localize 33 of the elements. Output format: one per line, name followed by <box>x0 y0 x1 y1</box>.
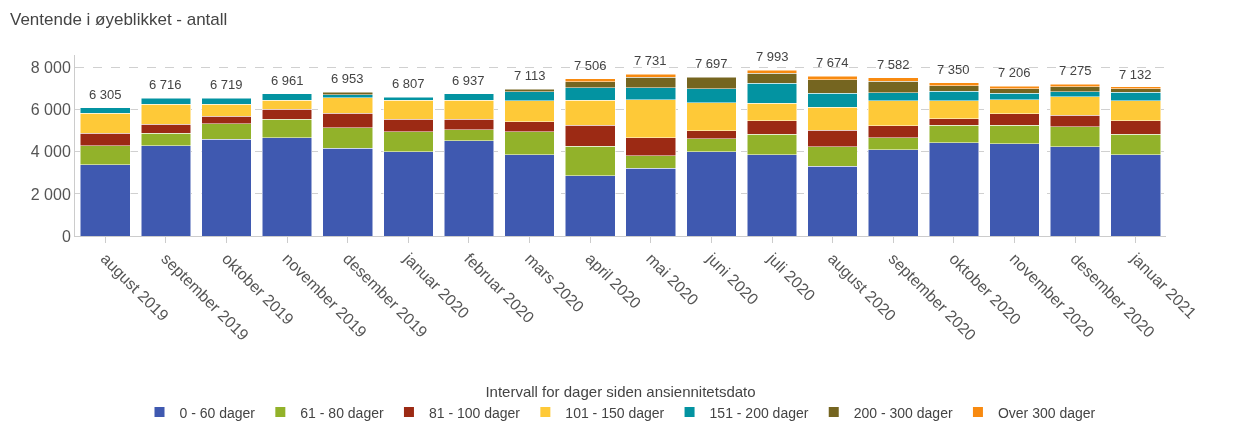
annotation: 6 937 <box>452 73 485 88</box>
legend-label: 81 - 100 dager <box>428 404 521 421</box>
chart-title: Ventende i øyeblikket - antall <box>10 9 228 29</box>
legend-title: Intervall for dager siden ansiennitetsdato <box>485 382 756 400</box>
annotation: 6 807 <box>392 76 425 91</box>
annotation: 7 350 <box>937 62 970 77</box>
y-tick-label: 4 000 <box>30 143 71 161</box>
y-tick-label: 8 000 <box>30 59 71 77</box>
annotation: 6 719 <box>210 77 243 92</box>
annotation: 6 953 <box>331 71 364 86</box>
y-tick-label: 0 <box>61 227 71 245</box>
y-tick-label: 6 000 <box>30 101 71 119</box>
annotation: 7 113 <box>514 68 546 83</box>
legend-label: 200 - 300 dager <box>853 404 953 421</box>
annotation: 7 731 <box>634 53 667 68</box>
annotation: 7 993 <box>756 49 789 64</box>
legend-label: 61 - 80 dager <box>300 404 384 421</box>
annotation: 6 305 <box>89 87 122 102</box>
legend-label: 101 - 150 dager <box>565 404 665 421</box>
annotation: 7 697 <box>695 56 728 71</box>
legend-label: 0 - 60 dager <box>179 404 256 421</box>
annotation: 7 275 <box>1059 63 1092 78</box>
annotation: 7 582 <box>877 57 910 72</box>
legend-label: Over 300 dager <box>997 404 1096 421</box>
annotation: 6 716 <box>149 77 182 92</box>
bar <box>1049 84 1101 88</box>
annotation: 7 506 <box>574 58 607 73</box>
annotation: 7 206 <box>998 65 1031 80</box>
legend-label: 151 - 200 dager <box>709 404 809 421</box>
annotation: 7 132 <box>1119 67 1152 82</box>
annotation: 6 961 <box>271 73 304 88</box>
annotation: 7 674 <box>816 55 849 70</box>
y-tick-label: 2 000 <box>30 185 71 203</box>
